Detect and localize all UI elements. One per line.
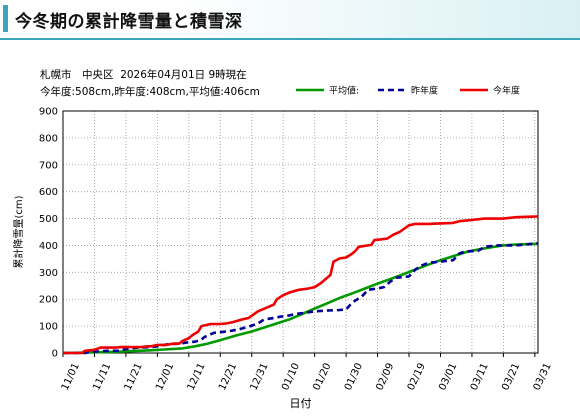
x-tick-label: 03/01	[437, 361, 459, 392]
summary-text: 今年度:508cm,昨年度:408cm,平均値:406cm	[40, 86, 260, 98]
x-tick-label: 01/30	[343, 361, 365, 392]
x-tick-label: 12/31	[248, 361, 270, 392]
plot-frame	[62, 110, 539, 354]
x-tick-label: 11/01	[60, 361, 82, 392]
x-tick-label: 03/21	[500, 361, 522, 392]
y-tick-label: 300	[39, 268, 58, 279]
y-tick-label: 700	[39, 160, 58, 171]
title-accent-bar	[3, 5, 8, 32]
y-axis-label: 累計降雪量(cm)	[12, 195, 25, 268]
x-tick-label: 12/11	[186, 361, 208, 392]
series-line-this-year	[63, 215, 539, 355]
y-tick-label: 500	[39, 214, 58, 225]
y-tick-label: 0	[52, 349, 58, 360]
legend-label: 今年度	[493, 85, 520, 97]
x-tick-label: 01/10	[280, 361, 302, 392]
x-tick-label: 11/21	[123, 361, 145, 392]
legend-label: 平均値:	[329, 85, 359, 97]
x-tick-label: 03/11	[469, 361, 491, 392]
y-tick-label: 400	[39, 241, 58, 252]
plot-area	[63, 111, 538, 353]
page-title: 今冬期の累計降雪量と積雪深	[15, 12, 243, 32]
y-tick-label: 900	[39, 107, 58, 118]
location-datetime: 札幌市 中央区 2026年04月01日 9時現在	[40, 67, 247, 82]
x-tick-label: 01/20	[311, 361, 333, 392]
y-tick-label: 100	[39, 322, 58, 333]
x-tick-label: 02/09	[374, 361, 396, 392]
y-tick-label: 200	[39, 295, 58, 306]
y-tick-label: 600	[39, 187, 58, 198]
x-axis-label: 日付	[290, 397, 312, 410]
x-tick-label: 12/21	[217, 361, 239, 392]
x-tick-label: 03/31	[532, 361, 554, 392]
y-tick-label: 800	[39, 133, 58, 144]
location-label: 札幌市 中央区	[40, 69, 114, 81]
x-tick-label: 12/01	[154, 361, 176, 392]
x-tick-label: 02/19	[406, 361, 428, 392]
legend-label: 昨年度	[411, 85, 438, 97]
title-bar: 今冬期の累計降雪量と積雪深	[0, 0, 580, 40]
datetime-label: 2026年04月01日 9時現在	[120, 69, 247, 81]
x-tick-label: 11/11	[91, 361, 113, 392]
